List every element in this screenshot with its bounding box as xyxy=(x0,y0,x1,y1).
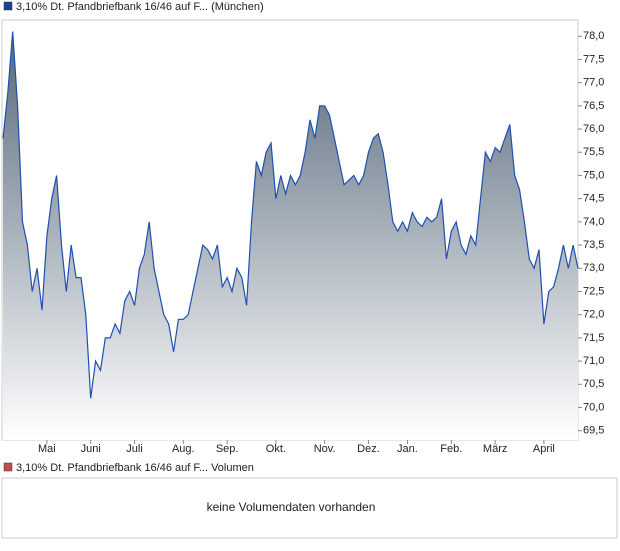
x-tick-label: Mai xyxy=(38,443,56,455)
y-tick-label: 72,0 xyxy=(583,309,604,321)
x-tick-label: Okt. xyxy=(266,443,286,455)
x-tick-label: Aug. xyxy=(172,443,195,455)
y-tick-label: 71,5 xyxy=(583,332,604,344)
y-tick-label: 77,0 xyxy=(583,77,604,89)
y-tick-label: 71,0 xyxy=(583,355,604,367)
legend-swatch xyxy=(3,462,13,472)
y-tick-label: 73,0 xyxy=(583,262,604,274)
y-tick-label: 77,5 xyxy=(583,53,604,65)
y-tick-label: 70,5 xyxy=(583,378,604,390)
x-tick-label: März xyxy=(483,443,507,455)
y-tick-label: 76,5 xyxy=(583,100,604,112)
y-tick-label: 73,5 xyxy=(583,239,604,251)
y-tick-label: 75,0 xyxy=(583,169,604,181)
y-tick-label: 74,5 xyxy=(583,193,604,205)
x-tick-label: Juni xyxy=(81,443,101,455)
area-fill xyxy=(3,31,578,440)
y-tick-label: 74,0 xyxy=(583,216,604,228)
x-tick-label: Jan. xyxy=(397,443,418,455)
volume-message: keine Volumendaten vorhanden xyxy=(207,500,376,514)
volume-frame xyxy=(1,477,618,539)
y-tick-label: 72,5 xyxy=(583,285,604,297)
y-tick-label: 69,5 xyxy=(583,425,604,437)
chart-title: 3,10% Dt. Pfandbriefbank 16/46 auf F... … xyxy=(16,1,264,13)
y-tick-label: 70,0 xyxy=(583,401,604,413)
x-tick-label: April xyxy=(533,443,555,455)
y-tick-label: 76,0 xyxy=(583,123,604,135)
x-tick-label: Feb. xyxy=(440,443,462,455)
volume-title: 3,10% Dt. Pfandbriefbank 16/46 auf F... … xyxy=(16,462,254,474)
y-tick-label: 78,0 xyxy=(583,30,604,42)
x-tick-label: Sep. xyxy=(216,443,239,455)
legend-swatch xyxy=(3,1,13,11)
x-tick-label: Nov. xyxy=(314,443,336,455)
x-tick-label: Dez. xyxy=(357,443,380,455)
x-tick-label: Juli xyxy=(126,443,143,455)
price-line xyxy=(2,31,579,399)
y-tick-label: 75,5 xyxy=(583,146,604,158)
